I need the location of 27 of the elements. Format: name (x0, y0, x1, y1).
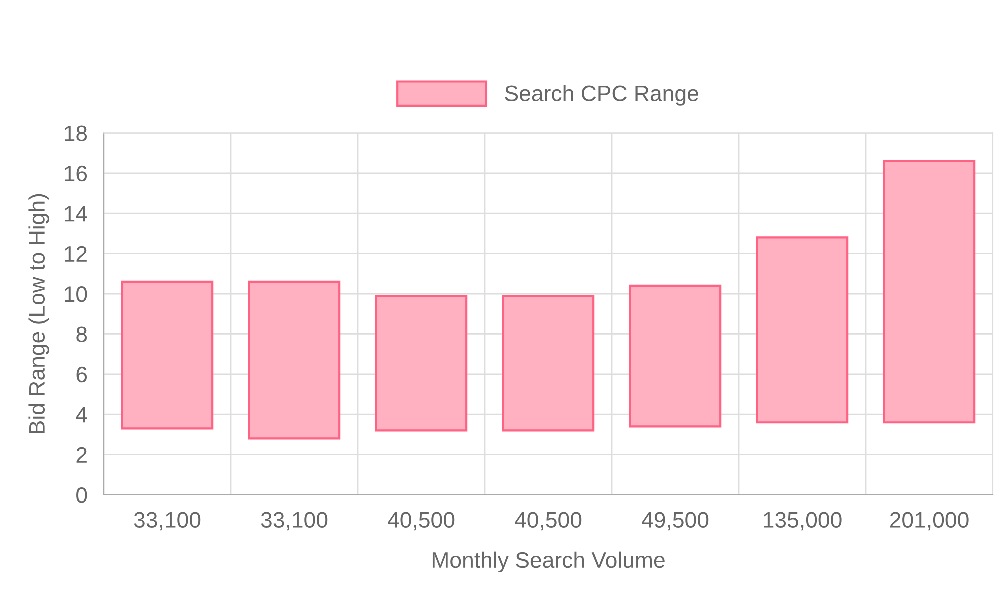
x-tick-label: 33,100 (261, 512, 328, 531)
y-tick-label: 16 (65, 166, 88, 182)
y-tick-label: 18 (65, 126, 88, 142)
x-axis-title: Monthly Search Volume (432, 552, 665, 573)
x-tick-label: 33,100 (134, 512, 201, 531)
x-tick-label: 135,000 (764, 512, 842, 531)
bar (756, 236, 849, 424)
x-tick-label: 40,500 (515, 512, 582, 531)
bar (629, 284, 722, 428)
x-tick-label: 49,500 (642, 512, 709, 531)
legend-label: Search CPC Range (505, 85, 698, 106)
y-tick-label: 6 (76, 366, 88, 383)
x-tick-label: 201,000 (890, 512, 969, 531)
y-tick-label: 0 (76, 488, 88, 504)
bar (375, 294, 468, 432)
y-tick-label: 10 (65, 286, 88, 302)
bar (248, 280, 341, 440)
y-tick-label: 4 (76, 407, 88, 423)
y-tick-label: 14 (65, 206, 88, 222)
y-tick-label: 8 (76, 326, 88, 342)
bar (121, 280, 214, 430)
bar (883, 160, 976, 424)
y-axis-title: Bid Range (Low to High) (28, 194, 50, 434)
bar (502, 294, 595, 432)
x-tick-label: 40,500 (388, 512, 455, 531)
y-tick-label: 2 (76, 447, 87, 463)
y-tick-label: 12 (65, 246, 87, 262)
